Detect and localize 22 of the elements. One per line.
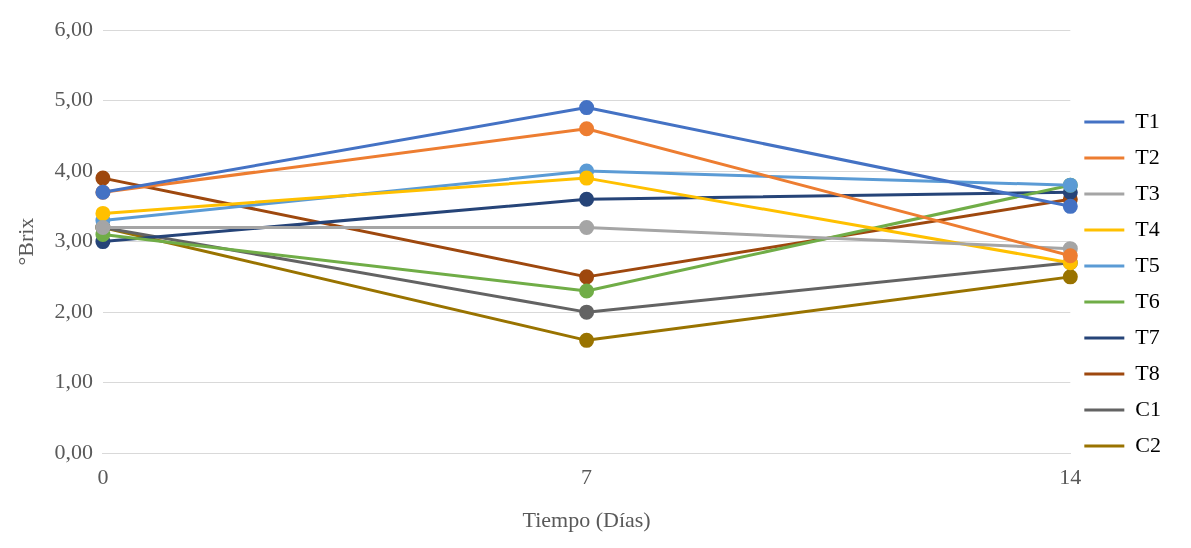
y-tick-label: 1,00 — [54, 368, 93, 394]
y-tick-label: 4,00 — [54, 156, 93, 182]
y-tick-label: 0,00 — [54, 438, 93, 464]
x-axis-title: Tiempo (Días) — [522, 506, 651, 532]
y-axis-title: °Brix — [12, 217, 38, 266]
legend-label: T5 — [1135, 251, 1160, 277]
legend-label: T4 — [1135, 215, 1160, 241]
legend-label: C1 — [1135, 395, 1162, 421]
x-tick-label: 0 — [97, 464, 109, 490]
legend-label: C2 — [1135, 431, 1162, 457]
x-tick-label: 7 — [581, 464, 593, 490]
legend-label: T1 — [1135, 107, 1160, 133]
x-tick-label: 14 — [1059, 464, 1082, 490]
legend-label: T8 — [1135, 359, 1160, 385]
y-tick-label: 2,00 — [54, 297, 93, 323]
y-tick-label: 6,00 — [54, 15, 93, 41]
y-tick-label: 5,00 — [54, 86, 93, 112]
legend-label: T7 — [1135, 323, 1160, 349]
legend-label: T3 — [1135, 179, 1160, 205]
y-tick-label: 3,00 — [54, 227, 93, 253]
legend-label: T6 — [1135, 287, 1160, 313]
legend-label: T2 — [1135, 143, 1160, 169]
